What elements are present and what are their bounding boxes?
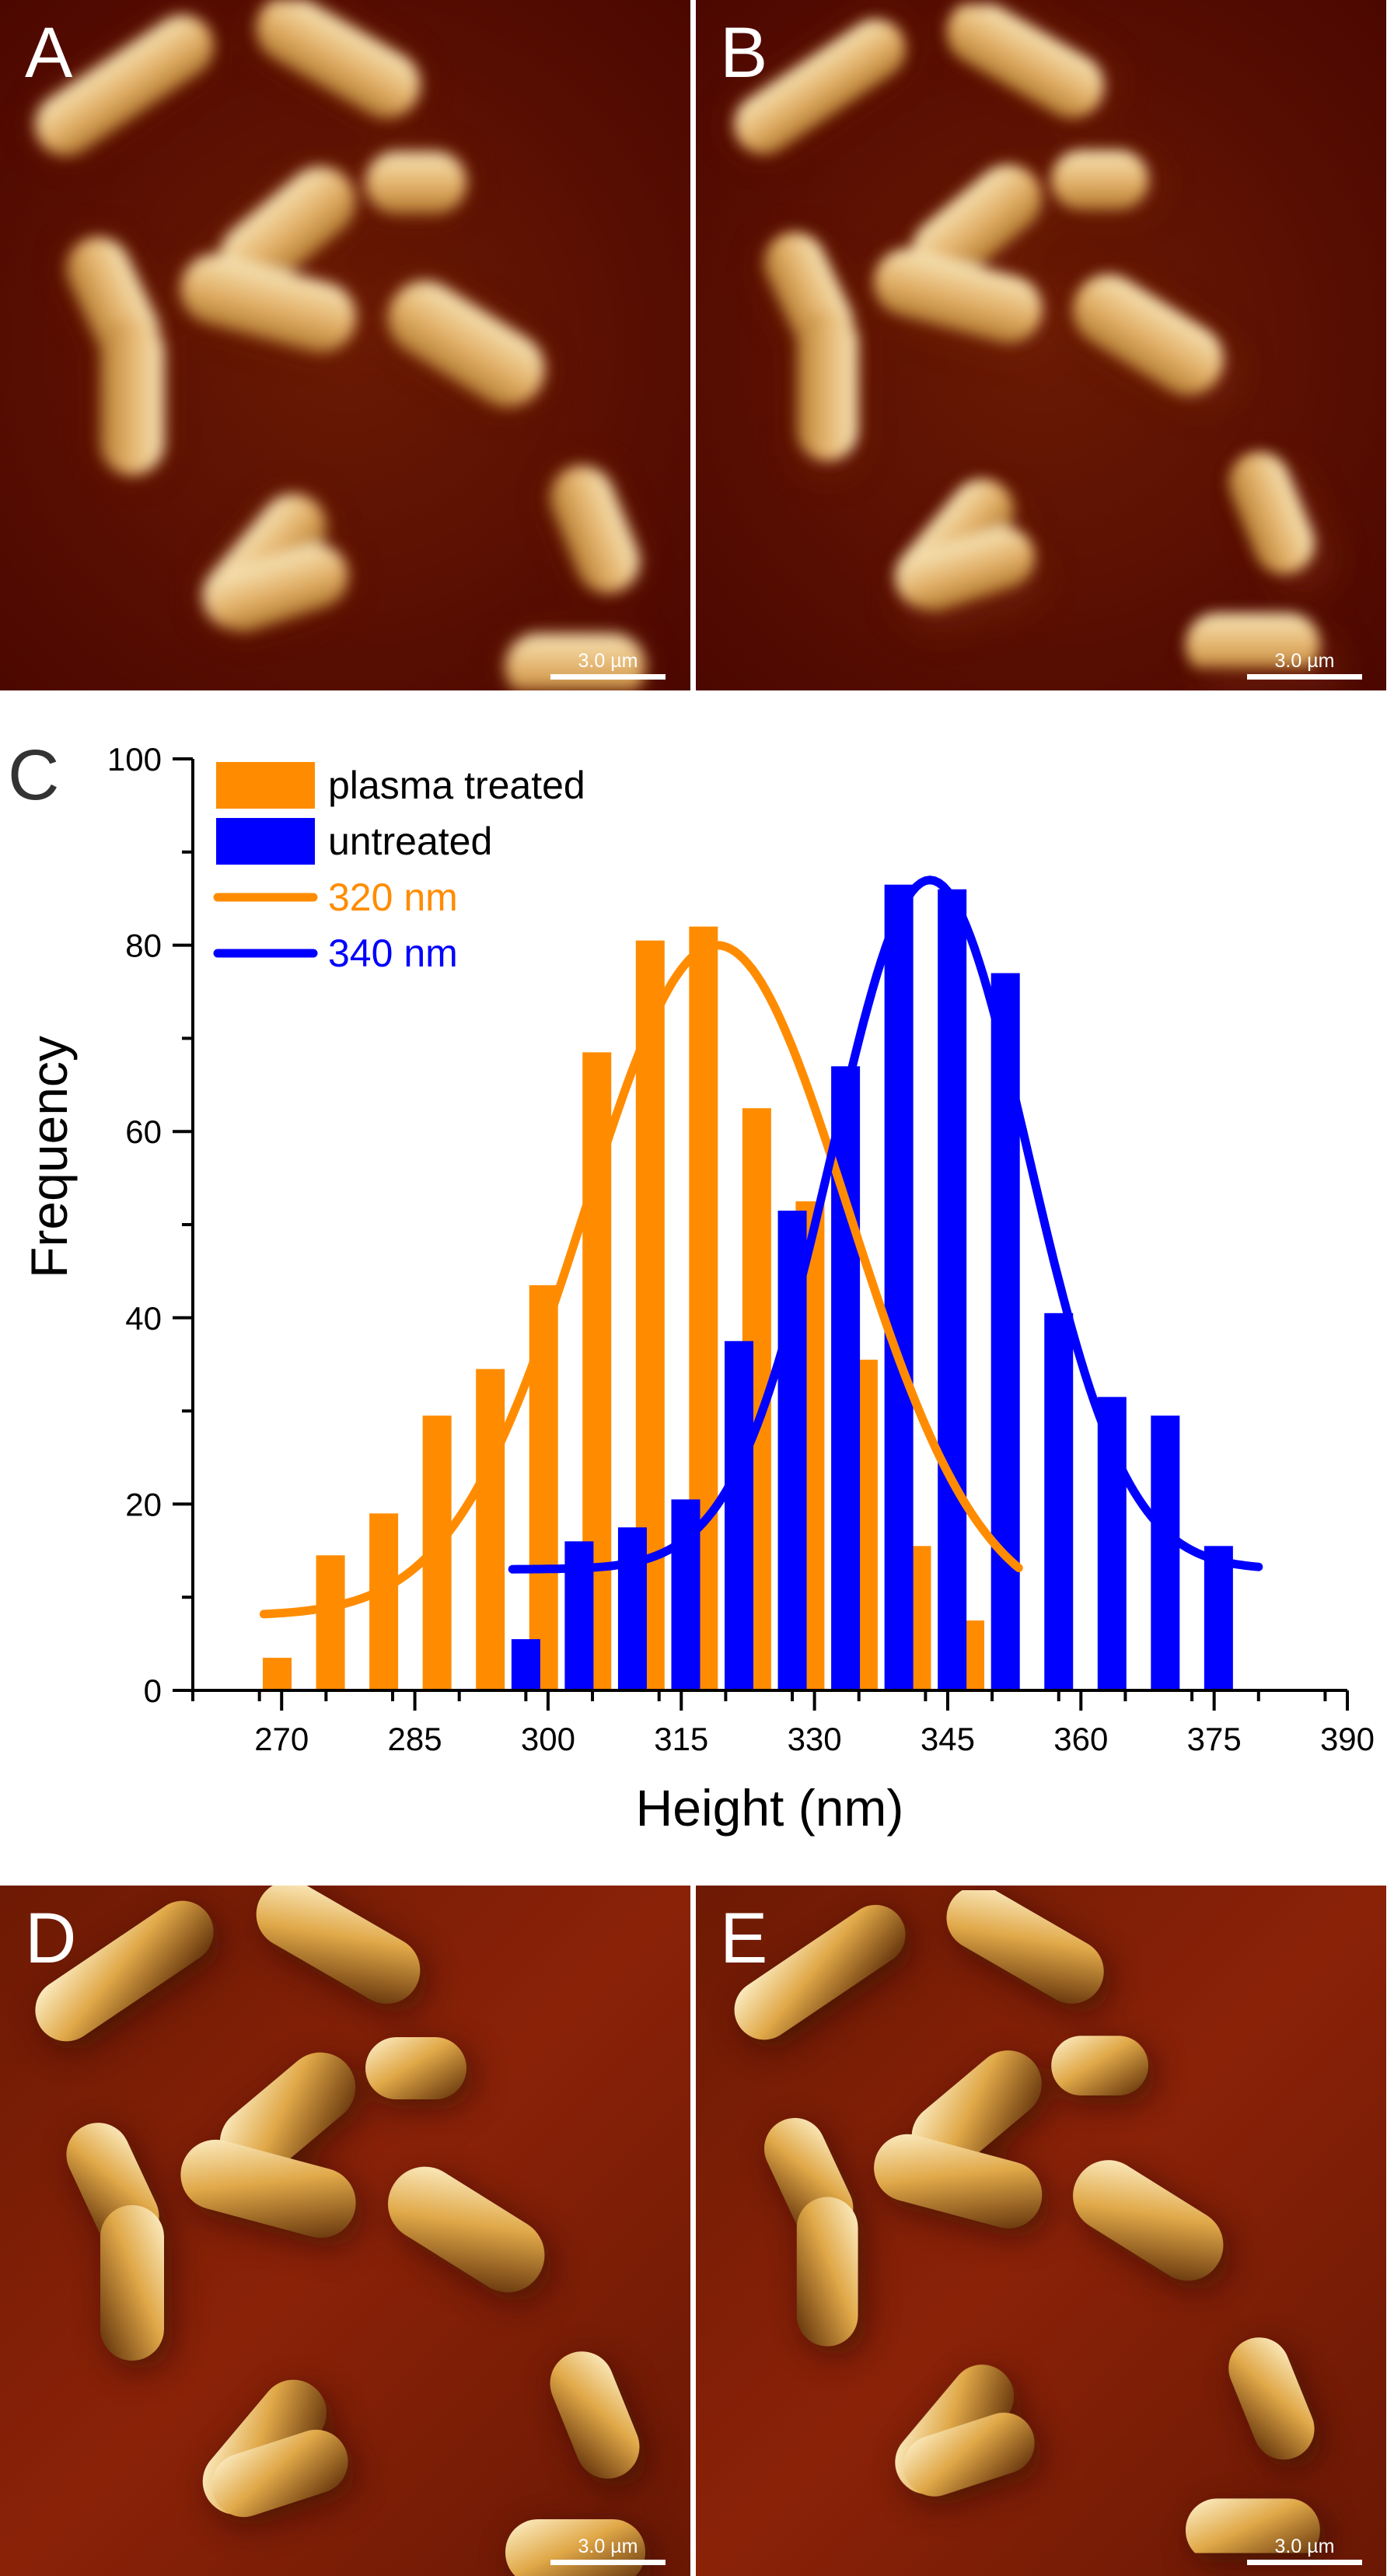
scale-bar-a: 3.0 µm [550,650,666,680]
y-tick-label: 100 [107,741,162,778]
y-tick-label: 40 [125,1300,162,1337]
plasma-treated-bar [316,1555,345,1690]
scale-bar-line-b [1247,674,1362,680]
gaussian-fit-340-line [508,876,1263,1574]
y-tick-label: 0 [144,1672,162,1709]
legend-swatch-bar [216,762,315,809]
x-tick-label: 300 [521,1721,575,1757]
panel-label-e: E [720,1899,768,1978]
legend-label: 340 nm [328,931,458,975]
scale-bar-line-e [1247,2560,1362,2565]
x-tick-label: 285 [388,1721,442,1757]
gaussian-fit-320-line [259,941,1023,1619]
untreated-bar [1151,1415,1180,1690]
untreated-bar [1204,1546,1233,1690]
untreated-bar [938,889,967,1690]
legend-label: untreated [328,820,492,863]
afm-image-a: A 3.0 µm [0,0,690,690]
panel-label-a: A [25,13,73,93]
untreated-bar [884,884,914,1690]
scale-bar-d: 3.0 µm [550,2536,666,2565]
y-tick-label: 80 [125,928,162,964]
scale-bar-label-e: 3.0 µm [1274,2536,1335,2557]
afm-image-b: B 3.0 µm [695,0,1387,690]
panel-label-d: D [25,1899,77,1978]
untreated-bar [725,1340,754,1690]
panel-label-b: B [720,13,768,93]
x-tick-label: 390 [1320,1721,1375,1757]
x-tick-label: 345 [921,1721,975,1757]
panel-label-c: C [8,736,59,815]
y-axis-title: Frequency [20,1036,78,1278]
scale-bar-line-a [550,674,666,680]
x-tick-label: 315 [654,1721,708,1757]
scale-bar-label-b: 3.0 µm [1274,650,1335,672]
untreated-bar [1044,1312,1074,1690]
x-tick-label: 270 [254,1721,309,1757]
afm-amplitude-map-e [696,1886,1386,2576]
afm-image-d: D 3.0 µm [0,1886,690,2576]
afm-height-map-b [696,0,1386,690]
legend-swatch-bar [216,818,315,865]
scale-bar-label-d: 3.0 µm [578,2536,638,2557]
scale-bar-label-a: 3.0 µm [578,650,638,672]
afm-amplitude-map-d [0,1886,690,2576]
afm-image-e: E 3.0 µm [695,1886,1387,2576]
legend-label: 320 nm [328,876,458,919]
plasma-treated-bar [369,1513,399,1690]
afm-height-map-a [0,0,690,690]
untreated-bar [990,973,1020,1690]
untreated-bar [511,1639,540,1690]
x-tick-label: 375 [1187,1721,1242,1757]
y-tick-label: 60 [125,1113,162,1150]
scale-bar-b: 3.0 µm [1247,650,1362,680]
height-histogram-chart: C 270 285 300 315 330 345 360 375 390 0 20 40 60 80 10… [8,736,1375,1837]
y-tick-label: 20 [125,1486,162,1522]
x-axis-title: Height (nm) [636,1779,904,1837]
x-tick-label: 360 [1053,1721,1108,1757]
scale-bar-e: 3.0 µm [1247,2536,1362,2565]
plasma-treated-bar [476,1368,505,1690]
x-tick-label: 330 [788,1721,842,1757]
plasma-treated-bar [263,1658,292,1690]
scale-bar-line-d [550,2560,666,2565]
untreated-bar [617,1527,647,1690]
legend-label: plasma treated [328,764,585,807]
